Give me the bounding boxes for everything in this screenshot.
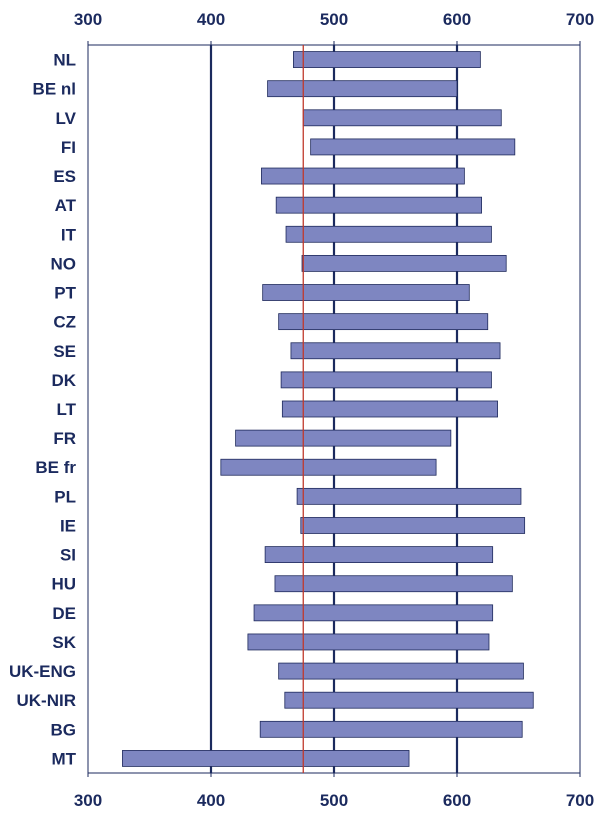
bar-si (264, 546, 494, 563)
bar-at (275, 196, 483, 214)
bar-be-fr (220, 458, 437, 476)
category-label: AT (55, 196, 77, 215)
category-label: DK (51, 371, 76, 390)
category-labels: NL BE nl LV FI ES AT IT NO PT CZ SE DK LT FR BE fr PL IE… (9, 51, 77, 769)
bar-lt (281, 400, 498, 418)
bar-fr (235, 429, 452, 447)
category-label: SI (60, 546, 76, 565)
category-label: IT (61, 225, 77, 244)
category-label: LT (56, 400, 76, 419)
category-label: PT (54, 284, 76, 303)
bars (122, 51, 534, 767)
bottom-tick-label: 700 (566, 791, 594, 810)
category-label: NO (51, 254, 77, 273)
bar-es (261, 167, 465, 185)
bar-pt (262, 284, 470, 301)
category-label: DE (52, 604, 76, 623)
category-label: FI (61, 138, 76, 157)
bar-it (285, 225, 492, 243)
top-axis-ticks: 300 400 500 600 700 (74, 10, 594, 29)
bar-fi (310, 138, 516, 156)
bar-uk-eng (278, 662, 524, 680)
bottom-tick-label: 500 (320, 791, 348, 810)
bar-hu (274, 575, 513, 593)
bar-se (290, 342, 501, 360)
category-label: FR (53, 429, 76, 448)
bar-be-nl (267, 80, 458, 98)
bar-bg (259, 720, 523, 738)
bar-sk (247, 633, 490, 651)
top-tick-label: 700 (566, 10, 594, 29)
category-label: BG (51, 720, 77, 739)
bar-nl (293, 51, 481, 68)
category-label: UK-NIR (17, 691, 77, 710)
top-tick-label: 400 (197, 10, 225, 29)
bar-mt (122, 750, 410, 767)
top-tick-label: 600 (443, 10, 471, 29)
category-label: PL (54, 487, 76, 506)
category-label: CZ (53, 313, 76, 332)
bottom-tick-label: 600 (443, 791, 471, 810)
bar-ie (300, 517, 526, 534)
category-label: NL (53, 51, 76, 70)
bottom-tick-label: 400 (197, 791, 225, 810)
bottom-axis-ticks: 300 400 500 600 700 (74, 791, 594, 810)
category-label: BE nl (33, 80, 76, 99)
category-label: HU (51, 575, 76, 594)
bottom-tick-label: 300 (74, 791, 102, 810)
category-label: ES (53, 167, 76, 186)
category-label: MT (51, 749, 76, 768)
bar-de (253, 604, 494, 622)
bar-no (301, 254, 507, 272)
category-label: SK (52, 633, 76, 652)
bar-dk (280, 371, 492, 389)
bar-lv (302, 109, 502, 127)
top-tick-label: 500 (320, 10, 348, 29)
bar-pl (296, 487, 522, 505)
category-label: IE (60, 516, 76, 535)
category-label: UK-ENG (9, 662, 76, 681)
category-label: BE fr (35, 458, 76, 477)
top-tick-label: 300 (74, 10, 102, 29)
category-label: SE (53, 342, 76, 361)
bar-uk-nir (284, 691, 534, 709)
bar-cz (278, 313, 489, 331)
category-label: LV (56, 109, 77, 128)
